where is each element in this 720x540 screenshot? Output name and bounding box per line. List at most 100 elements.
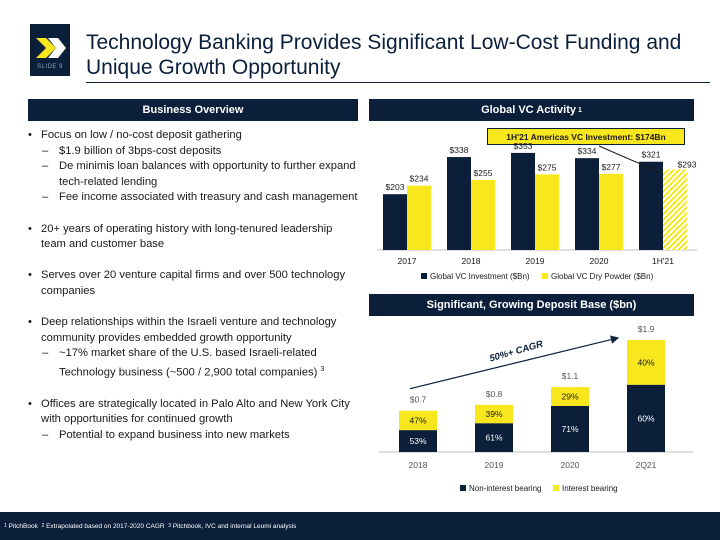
bullet-text: ~17% market share of the U.S. based Isra… <box>59 347 318 379</box>
vc-dry-powder-bar <box>599 173 623 250</box>
deposit-x-tick-label: 2018 <box>409 460 428 470</box>
interest-pct-label: 40% <box>637 357 654 367</box>
deposit-total-label: $1.9 <box>638 324 655 334</box>
legend-dry-powder-swatch <box>542 273 548 279</box>
company-logo <box>30 24 70 76</box>
sub-bullet-item: Potential to expand business into new ma… <box>28 428 358 444</box>
legend-interest-swatch <box>553 485 559 491</box>
vc-x-tick-label: 2020 <box>590 256 609 266</box>
deposit-base-header-text: Significant, Growing Deposit Base ($bn) <box>426 299 637 311</box>
vc-x-tick-label: 1H'21 <box>652 256 674 266</box>
non-interest-pct-label: 60% <box>637 413 654 423</box>
vc-investment-label: $338 <box>450 145 469 155</box>
vc-activity-header-text: Global VC Activity <box>481 104 577 116</box>
vc-activity-header: Global VC Activity 1 <box>369 99 694 121</box>
non-interest-bearing-bar <box>551 405 589 452</box>
vc-activity-chart: $203 $234 2017 $338 $255 2018 $353 $275 2019 $334… <box>377 141 697 281</box>
bullet-footnote-ref: 3 <box>320 365 325 373</box>
legend-dry-powder-label: Global VC Dry Powder ($Bn) <box>551 272 654 281</box>
bullet-item: Serves over 20 venture capital firms and… <box>28 268 358 299</box>
bullet-item: Focus on low / no-cost deposit gathering <box>28 128 358 144</box>
bullet-spacer <box>28 381 358 397</box>
non-interest-pct-label: 71% <box>561 424 578 434</box>
bullet-text: 20+ years of operating history with long… <box>41 222 333 251</box>
bullet-text: Potential to expand business into new ma… <box>59 429 290 442</box>
cagr-label: 50%+ CAGR <box>488 339 544 365</box>
slide-number: SLIDE 9 <box>37 64 63 70</box>
title-divider <box>86 82 710 83</box>
vc-callout: 1H'21 Americas VC Investment: $174Bn <box>487 128 685 145</box>
vc-dry-powder-bar <box>471 179 495 250</box>
sub-bullet-item: $1.9 billion of 3bps-cost deposits <box>28 144 358 160</box>
vc-investment-label: $353 <box>514 141 533 151</box>
deposit-total-label: $0.7 <box>410 395 427 405</box>
footnote-2: Extrapolated based on 2017-2020 CAGR <box>46 522 165 530</box>
footnotes: 1 PitchBook 2 Extrapolated based on 2017… <box>0 512 720 540</box>
vc-x-tick-label: 2017 <box>398 256 417 266</box>
cagr-arrow <box>409 335 620 390</box>
footnote-3: Pitchbook, IVC and internal Leumi analys… <box>172 522 297 530</box>
bullet-item: Deep relationships within the Israeli ve… <box>28 315 358 346</box>
legend-interest-label: Interest bearing <box>562 484 618 493</box>
vc-x-tick-label: 2019 <box>526 256 545 266</box>
vc-dry-powder-label: $293 <box>678 159 697 169</box>
legend-non-interest-label: Non-interest bearing <box>469 484 541 493</box>
interest-pct-label: 39% <box>485 409 502 419</box>
vc-dry-powder-bar <box>407 185 431 250</box>
bullet-text: $1.9 billion of 3bps-cost deposits <box>59 144 222 157</box>
deposit-base-chart: 53% 47% $0.7 2018 61% 39% $0.8 2019 71% 29% $1.1 20… <box>379 324 693 493</box>
bullet-item: Offices are strategically located in Pal… <box>28 397 358 428</box>
bullet-text: Focus on low / no-cost deposit gathering <box>41 129 242 141</box>
non-interest-bearing-bar <box>399 430 437 452</box>
interest-pct-label: 47% <box>409 415 426 425</box>
business-overview-bullets: Focus on low / no-cost deposit gathering… <box>28 128 358 444</box>
vc-investment-bar <box>447 157 471 250</box>
interest-bearing-bar <box>475 404 513 424</box>
vc-x-tick-label: 2018 <box>462 256 481 266</box>
bullet-text: Deep relationships within the Israeli ve… <box>41 316 337 344</box>
non-interest-bearing-bar <box>475 423 513 452</box>
legend-investment-label: Global VC Investment ($Bn) <box>430 272 530 281</box>
bullet-text: Offices are strategically located in Pal… <box>41 397 350 426</box>
vc-investment-label: $203 <box>386 182 405 192</box>
interest-bearing-bar <box>399 410 437 431</box>
footnote-2-sup: 2 <box>41 523 45 529</box>
bullet-item: 20+ years of operating history with long… <box>28 222 358 253</box>
vc-dry-powder-label: $275 <box>538 162 557 172</box>
non-interest-pct-label: 53% <box>409 436 426 446</box>
vc-activity-header-sup: 1 <box>578 106 582 114</box>
deposit-base-header: Significant, Growing Deposit Base ($bn) <box>369 294 694 316</box>
vc-investment-label: $334 <box>578 146 597 156</box>
vc-investment-bar <box>639 161 663 250</box>
business-overview-header-text: Business Overview <box>142 104 244 116</box>
non-interest-pct-label: 61% <box>485 433 502 443</box>
sub-bullet-item: Fee income associated with treasury and … <box>28 190 358 206</box>
logo-mark-icon <box>36 38 66 58</box>
deposit-total-label: $1.1 <box>562 371 579 381</box>
vc-dry-powder-bar <box>663 169 687 250</box>
bullet-text: Fee income associated with treasury and … <box>59 191 358 204</box>
page-title: Technology Banking Provides Significant … <box>86 31 682 79</box>
footnote-3-sup: 3 <box>168 523 172 529</box>
deposit-x-tick-label: 2Q21 <box>636 460 657 470</box>
deposit-total-label: $0.8 <box>486 389 503 399</box>
vc-dry-powder-bar <box>535 174 559 250</box>
bullet-text: Serves over 20 venture capital firms and… <box>41 269 346 297</box>
interest-bearing-bar <box>627 339 665 385</box>
vc-investment-bar <box>575 158 599 250</box>
interest-bearing-bar <box>551 387 589 406</box>
interest-pct-label: 29% <box>561 392 578 402</box>
footnote-1-sup: 1 <box>4 523 7 529</box>
vc-investment-bar <box>383 194 407 250</box>
bullet-text: De minimis loan balances with opportunit… <box>59 160 356 188</box>
legend-investment-swatch <box>421 273 427 279</box>
bullet-spacer <box>28 253 358 269</box>
legend-non-interest-swatch <box>460 485 466 491</box>
sub-bullet-item: De minimis loan balances with opportunit… <box>28 159 358 190</box>
bullet-spacer <box>28 206 358 222</box>
vc-dry-powder-label: $277 <box>602 162 621 172</box>
vc-investment-label: $321 <box>642 150 661 160</box>
deposit-x-tick-label: 2020 <box>561 460 580 470</box>
sub-bullet-item: ~17% market share of the U.S. based Isra… <box>28 346 358 381</box>
footnote-1: PitchBook <box>8 522 38 530</box>
